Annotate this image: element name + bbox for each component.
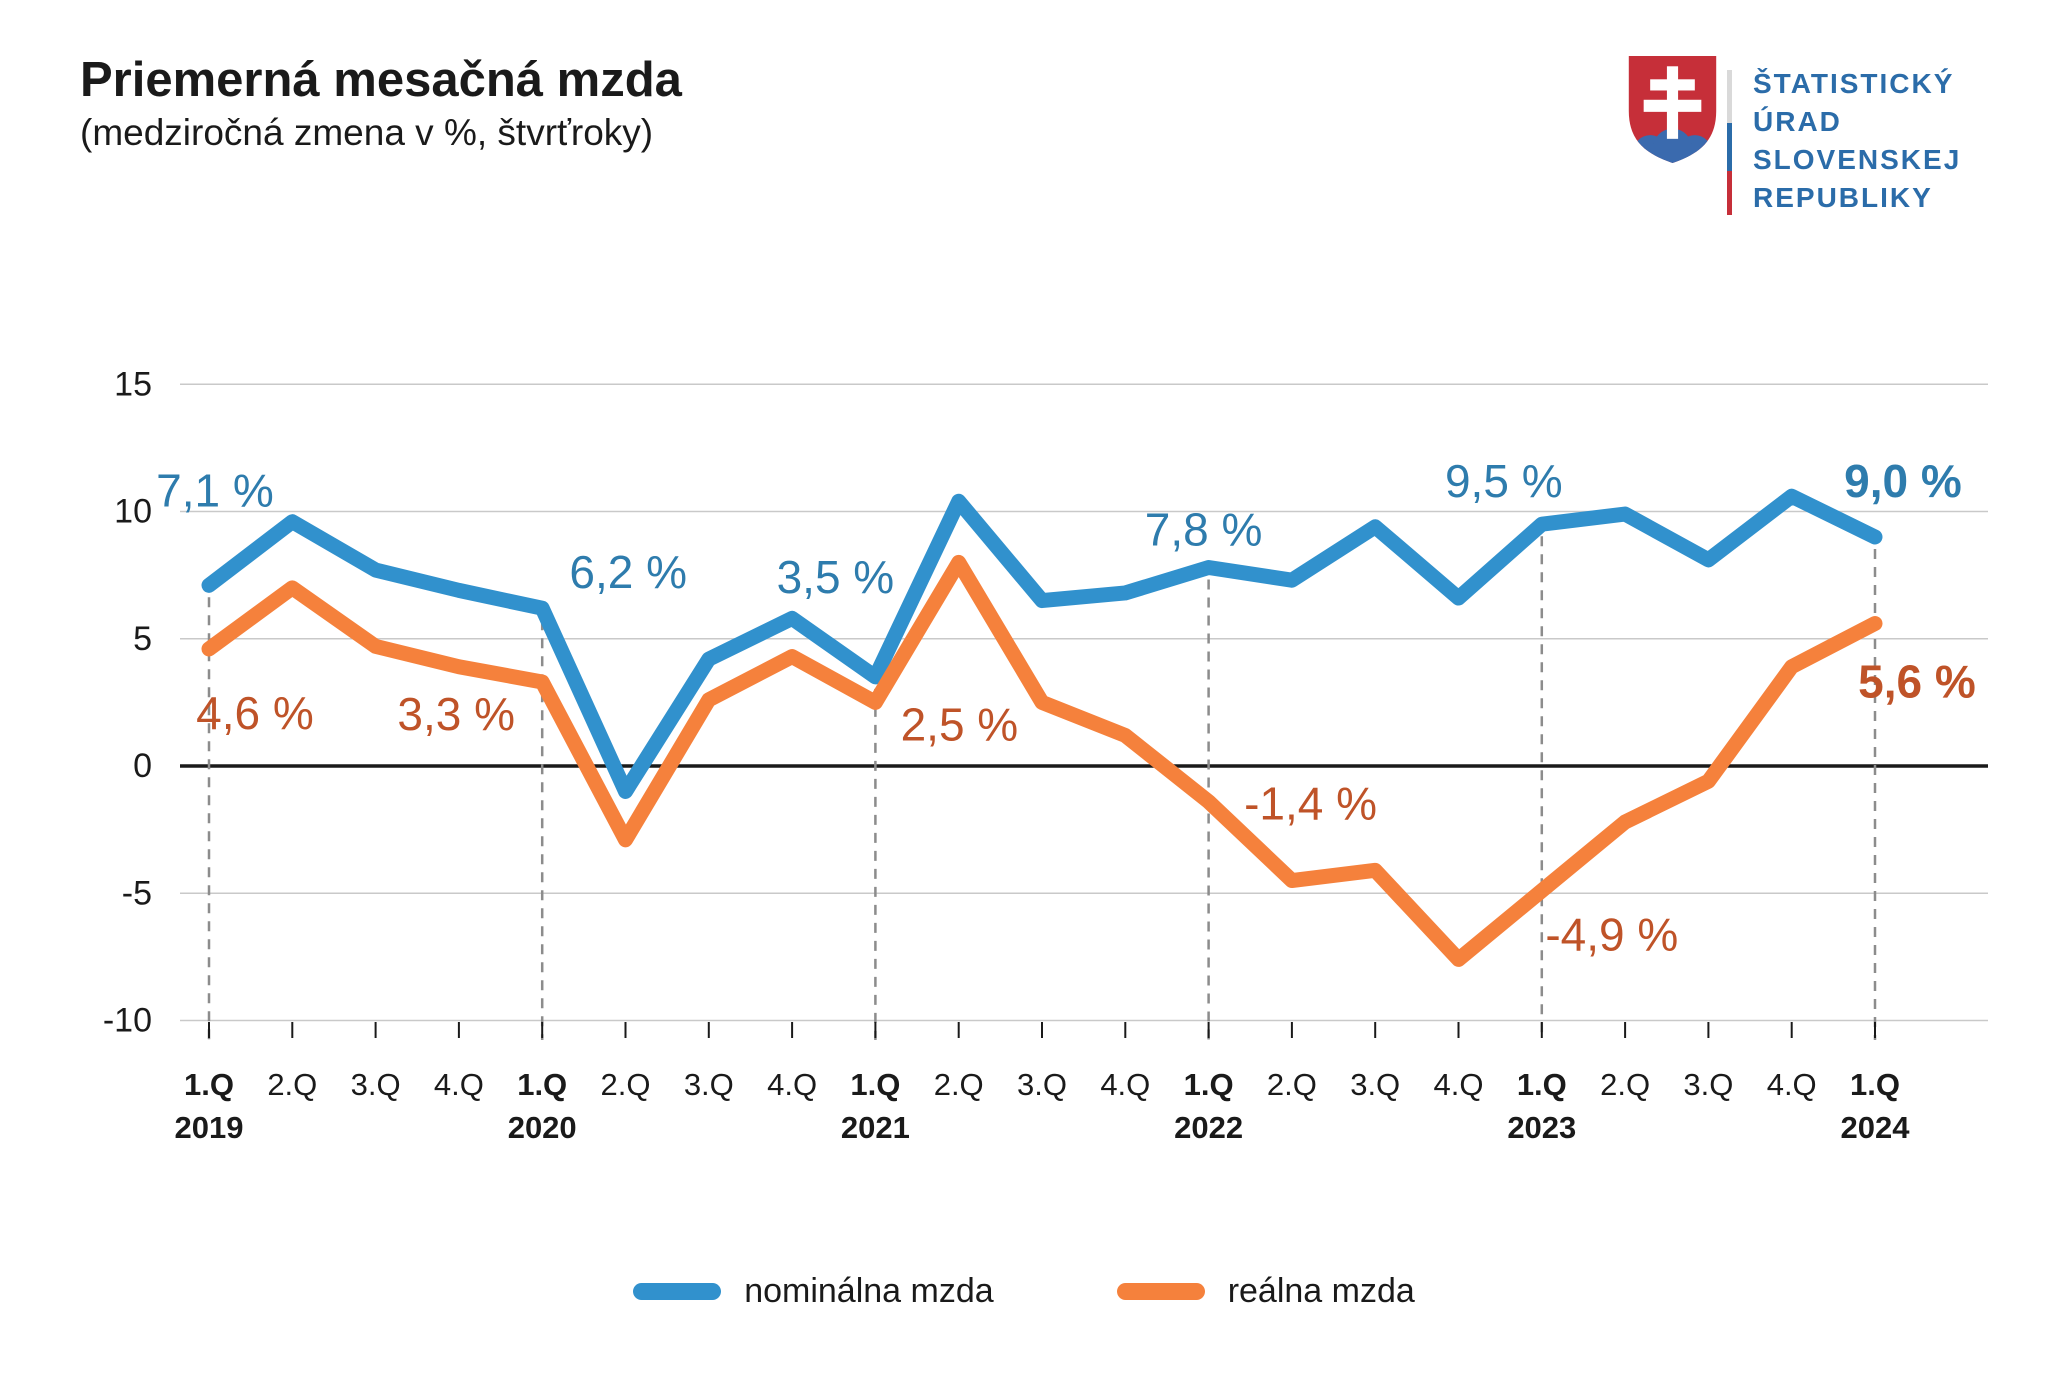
data-labels: 7,1 % 4,6 % 6,2 % 3,3 % 3,5 % 2,5 % 7,8 % -1,4 … (156, 455, 1976, 961)
x-tick-label: 4.Q (1100, 1067, 1150, 1102)
nominal-wage-line (201, 488, 1883, 799)
legend-item-real: reálna mzda (1116, 1272, 1415, 1311)
x-tick-label: 2.Q (1600, 1067, 1650, 1102)
chart-legend: nominálna mzda reálna mzda (0, 1272, 2048, 1311)
page-title: Priemerná mesačná mzda (80, 53, 682, 107)
x-tick-label: 2.Q (267, 1067, 317, 1102)
logo-divider-bar (1727, 70, 1732, 215)
y-axis-labels: 15 10 5 0 -5 -10 (103, 365, 152, 1039)
legend-item-nominal: nominálna mzda (633, 1272, 994, 1311)
logo-line-1: ŠTATISTICKÝ (1753, 68, 1955, 99)
real-line-swatch-icon (1116, 1283, 1205, 1300)
slovak-coat-of-arms-icon (1628, 56, 1717, 164)
x-year-label: 2023 (1507, 1110, 1576, 1145)
y-tick-label: 0 (133, 747, 152, 785)
x-year-label: 2021 (841, 1110, 910, 1145)
legend-label-real: reálna mzda (1227, 1272, 1415, 1310)
susr-logo: ŠTATISTICKÝ ÚRAD SLOVENSKEJ REPUBLIKY (1626, 53, 2026, 228)
x-tick-label: 1.Q (184, 1067, 234, 1102)
legend-label-nominal: nominálna mzda (744, 1272, 994, 1310)
data-label: -4,9 % (1545, 909, 1678, 961)
data-label: 7,1 % (156, 464, 274, 516)
x-tick-label: 1.Q (1184, 1067, 1234, 1102)
page-subtitle: (medziročná zmena v %, štvrťroky) (80, 112, 654, 153)
x-year-label: 2022 (1174, 1110, 1243, 1145)
data-label: -1,4 % (1244, 778, 1377, 830)
data-label: 3,3 % (397, 688, 515, 740)
data-label: 7,8 % (1145, 503, 1263, 555)
nominal-line-swatch-icon (633, 1283, 722, 1300)
x-tick-label: 1.Q (517, 1067, 567, 1102)
data-label: 9,5 % (1445, 455, 1563, 507)
y-tick-label: -5 (122, 874, 152, 912)
x-tick-label: 1.Q (850, 1067, 900, 1102)
gridlines (180, 383, 1988, 1022)
x-tick-label: 1.Q (1517, 1067, 1567, 1102)
y-tick-label: 10 (114, 493, 152, 531)
x-tick-label: 3.Q (1350, 1067, 1400, 1102)
data-label: 5,6 % (1858, 655, 1976, 707)
x-tick-label: 3.Q (351, 1067, 401, 1102)
x-year-label: 2024 (1841, 1110, 1911, 1145)
data-label: 6,2 % (569, 546, 687, 598)
data-label: 4,6 % (196, 687, 314, 739)
y-tick-label: 5 (133, 620, 152, 658)
x-tick-label: 2.Q (1267, 1067, 1317, 1102)
data-label: 9,0 % (1844, 455, 1962, 507)
x-tick-label: 3.Q (1017, 1067, 1067, 1102)
logo-org-name: ŠTATISTICKÝ ÚRAD SLOVENSKEJ REPUBLIKY (1753, 65, 1961, 217)
y-tick-label: -10 (103, 1002, 152, 1040)
y-tick-label: 15 (114, 365, 152, 403)
x-tick-label: 2.Q (601, 1067, 651, 1102)
x-year-label: 2019 (175, 1110, 244, 1145)
quarter-guides (207, 536, 1877, 1040)
logo-line-3: SLOVENSKEJ (1753, 144, 1962, 175)
x-tick-label: 4.Q (1767, 1067, 1817, 1102)
x-tick-label: 3.Q (684, 1067, 734, 1102)
x-axis: 1.Q 2019 2.Q 3.Q 4.Q 1.Q 2020 2.Q 3.Q 4.Q 1.Q 2021 2… (175, 1022, 1911, 1145)
x-tick-label: 3.Q (1683, 1067, 1733, 1102)
data-label: 3,5 % (777, 551, 895, 603)
logo-line-2: ÚRAD (1753, 106, 1842, 137)
real-wage-line (201, 554, 1883, 967)
data-label: 2,5 % (901, 698, 1019, 750)
x-tick-label: 2.Q (934, 1067, 984, 1102)
x-tick-label: 1.Q (1850, 1067, 1900, 1102)
x-year-label: 2020 (508, 1110, 577, 1145)
x-tick-label: 4.Q (1434, 1067, 1484, 1102)
x-tick-label: 4.Q (434, 1067, 484, 1102)
x-tick-label: 4.Q (767, 1067, 817, 1102)
logo-line-4: REPUBLIKY (1753, 182, 1933, 213)
